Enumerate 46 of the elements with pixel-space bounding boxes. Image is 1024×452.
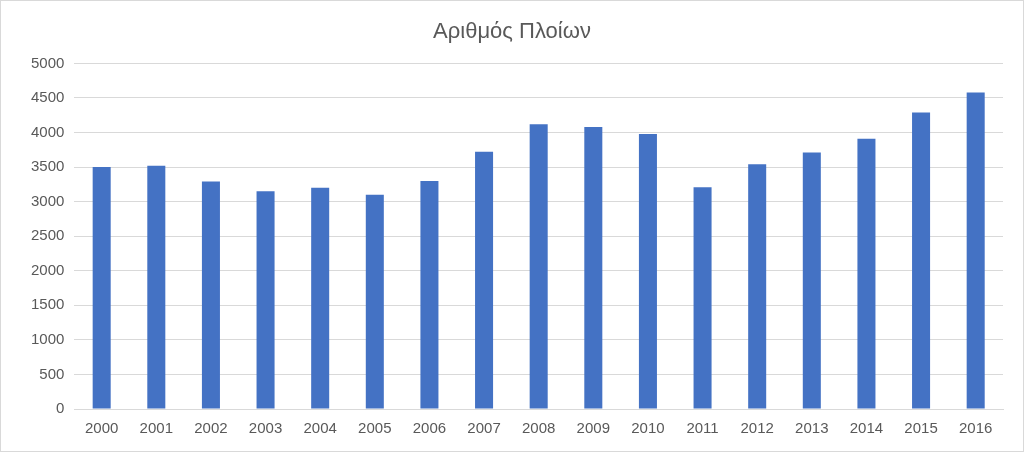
bar xyxy=(92,167,111,409)
y-tick-label: 0 xyxy=(56,399,65,417)
bar xyxy=(802,152,821,409)
x-tick-label: 2002 xyxy=(194,419,228,437)
y-tick-label: 1000 xyxy=(30,330,65,348)
x-tick-label: 2005 xyxy=(358,419,392,437)
y-tick-label: 4500 xyxy=(30,88,65,106)
x-tick-label: 2004 xyxy=(303,419,337,437)
bar xyxy=(475,151,494,409)
x-tick-label: 2010 xyxy=(631,419,665,437)
x-tick-label: 2016 xyxy=(959,419,993,437)
bar xyxy=(311,187,330,409)
y-tick-label: 500 xyxy=(39,364,65,382)
bar xyxy=(420,180,439,409)
x-tick-label: 2013 xyxy=(795,419,829,437)
y-tick-label: 5000 xyxy=(30,53,65,71)
bar xyxy=(966,92,985,409)
bar xyxy=(256,191,275,409)
y-tick-label: 2000 xyxy=(30,260,65,278)
y-tick-label: 4000 xyxy=(30,122,65,140)
x-tick-label: 2000 xyxy=(84,419,119,437)
bar xyxy=(638,133,657,409)
y-tick-label: 3000 xyxy=(30,191,65,209)
bar xyxy=(147,165,166,409)
bar xyxy=(584,126,603,409)
x-tick-label: 2011 xyxy=(686,419,719,437)
x-tick-label: 2001 xyxy=(139,419,173,437)
y-tick-label: 2500 xyxy=(30,226,65,244)
bar xyxy=(912,112,931,409)
x-tick-label: 2014 xyxy=(849,419,884,437)
x-tick-label: 2012 xyxy=(740,419,774,437)
x-tick-label: 2006 xyxy=(412,419,447,437)
x-tick-label: 2015 xyxy=(904,419,938,437)
bar xyxy=(529,124,548,409)
bar xyxy=(365,194,384,409)
y-tick-label: 1500 xyxy=(30,295,65,313)
bar xyxy=(201,181,220,409)
chart-title: Αριθμός Πλοίων xyxy=(433,18,591,44)
y-tick-label: 3500 xyxy=(30,157,65,175)
bar xyxy=(857,138,876,409)
x-tick-label: 2003 xyxy=(248,419,283,437)
x-tick-label: 2007 xyxy=(467,419,501,437)
bar xyxy=(748,164,767,409)
x-tick-label: 2008 xyxy=(522,419,556,437)
bar xyxy=(693,187,712,409)
x-tick-label: 2009 xyxy=(576,419,610,437)
